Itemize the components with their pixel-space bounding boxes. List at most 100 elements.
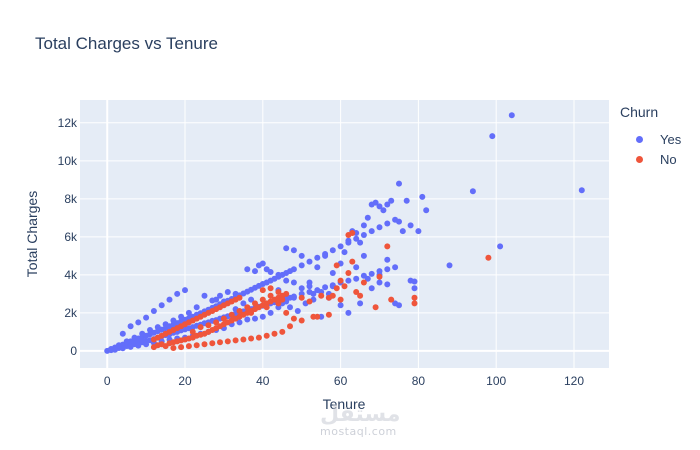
data-point-no[interactable] <box>209 340 216 347</box>
data-point-no[interactable] <box>275 300 282 307</box>
data-point-yes[interactable] <box>185 309 192 316</box>
data-point-yes[interactable] <box>403 197 410 204</box>
data-point-yes[interactable] <box>396 180 402 187</box>
data-point-yes[interactable] <box>150 308 157 314</box>
data-point-yes[interactable] <box>329 270 336 276</box>
data-point-yes[interactable] <box>290 266 297 273</box>
data-point-yes[interactable] <box>174 290 181 297</box>
data-point-yes[interactable] <box>489 133 496 140</box>
data-point-yes[interactable] <box>314 254 321 261</box>
data-point-yes[interactable] <box>322 252 329 259</box>
data-point-yes[interactable] <box>376 203 383 210</box>
legend-item-no[interactable]: No <box>620 149 681 169</box>
data-point-yes[interactable] <box>158 302 165 309</box>
data-point-yes[interactable] <box>209 297 216 304</box>
data-point-no[interactable] <box>201 341 208 348</box>
data-point-no[interactable] <box>411 300 418 307</box>
data-point-no[interactable] <box>279 328 286 335</box>
data-point-yes[interactable] <box>224 289 231 295</box>
data-point-no[interactable] <box>372 304 379 311</box>
data-point-no[interactable] <box>388 296 395 303</box>
data-point-yes[interactable] <box>298 285 305 292</box>
data-point-yes[interactable] <box>360 252 367 259</box>
data-point-no[interactable] <box>325 311 332 318</box>
data-point-yes[interactable] <box>364 214 371 221</box>
data-point-yes[interactable] <box>131 334 138 341</box>
data-point-yes[interactable] <box>298 262 305 269</box>
data-point-no[interactable] <box>306 298 313 305</box>
data-point-yes[interactable] <box>283 277 290 284</box>
data-point-yes[interactable] <box>135 319 142 326</box>
data-point-yes[interactable] <box>578 187 585 194</box>
data-point-yes[interactable] <box>154 324 161 331</box>
data-point-yes[interactable] <box>314 264 321 271</box>
data-point-no[interactable] <box>228 311 235 318</box>
data-point-yes[interactable] <box>287 304 293 311</box>
data-point-yes[interactable] <box>446 262 453 269</box>
data-point-yes[interactable] <box>162 321 169 328</box>
data-point-yes[interactable] <box>259 260 266 267</box>
data-point-no[interactable] <box>185 343 192 350</box>
data-point-no[interactable] <box>263 304 270 311</box>
data-point-yes[interactable] <box>376 224 383 231</box>
data-point-no[interactable] <box>244 304 251 311</box>
data-point-yes[interactable] <box>240 300 247 307</box>
data-point-yes[interactable] <box>368 285 375 292</box>
data-point-yes[interactable] <box>392 264 399 271</box>
data-point-yes[interactable] <box>384 220 391 227</box>
data-point-yes[interactable] <box>290 247 297 254</box>
data-point-no[interactable] <box>267 292 274 299</box>
data-point-no[interactable] <box>376 273 383 280</box>
data-point-no[interactable] <box>255 334 262 341</box>
data-point-yes[interactable] <box>353 275 360 282</box>
data-point-no[interactable] <box>193 342 200 349</box>
data-point-yes[interactable] <box>396 218 402 225</box>
data-point-no[interactable] <box>349 258 356 265</box>
data-point-no[interactable] <box>287 323 293 330</box>
data-point-yes[interactable] <box>232 290 239 297</box>
data-point-yes[interactable] <box>322 284 329 291</box>
data-point-no[interactable] <box>263 332 270 339</box>
data-point-no[interactable] <box>213 319 220 326</box>
data-point-no[interactable] <box>259 296 266 303</box>
data-point-yes[interactable] <box>364 275 371 282</box>
data-point-no[interactable] <box>205 322 212 329</box>
data-point-no[interactable] <box>290 315 297 322</box>
data-point-no[interactable] <box>236 308 243 314</box>
data-point-yes[interactable] <box>360 232 367 238</box>
data-point-yes[interactable] <box>283 245 290 252</box>
data-point-yes[interactable] <box>345 277 352 284</box>
data-point-yes[interactable] <box>244 266 251 273</box>
data-point-yes[interactable] <box>193 304 200 311</box>
data-point-no[interactable] <box>170 345 177 351</box>
data-point-no[interactable] <box>217 339 223 346</box>
data-point-no[interactable] <box>178 344 185 351</box>
data-point-yes[interactable] <box>372 199 379 206</box>
data-point-yes[interactable] <box>469 188 476 195</box>
data-point-no[interactable] <box>333 285 340 292</box>
data-point-no[interactable] <box>240 336 247 343</box>
data-point-yes[interactable] <box>368 228 375 235</box>
data-point-no[interactable] <box>349 230 356 236</box>
data-point-yes[interactable] <box>508 112 515 119</box>
legend-item-yes[interactable]: Yes <box>620 129 681 149</box>
data-point-yes[interactable] <box>248 296 255 303</box>
data-point-no[interactable] <box>298 317 305 324</box>
data-point-yes[interactable] <box>298 252 305 259</box>
data-point-no[interactable] <box>259 287 266 294</box>
data-point-no[interactable] <box>333 262 340 269</box>
data-point-yes[interactable] <box>384 266 391 273</box>
data-point-no[interactable] <box>318 292 325 299</box>
data-point-yes[interactable] <box>147 327 153 333</box>
data-point-yes[interactable] <box>392 300 399 307</box>
data-point-yes[interactable] <box>341 249 348 256</box>
data-point-yes[interactable] <box>236 319 243 326</box>
data-point-yes[interactable] <box>337 243 344 250</box>
data-point-yes[interactable] <box>252 315 258 322</box>
data-point-yes[interactable] <box>244 316 251 323</box>
data-point-yes[interactable] <box>345 309 352 316</box>
data-point-yes[interactable] <box>376 279 383 286</box>
data-point-no[interactable] <box>248 335 255 342</box>
data-point-no[interactable] <box>275 289 282 295</box>
data-point-yes[interactable] <box>388 197 395 204</box>
